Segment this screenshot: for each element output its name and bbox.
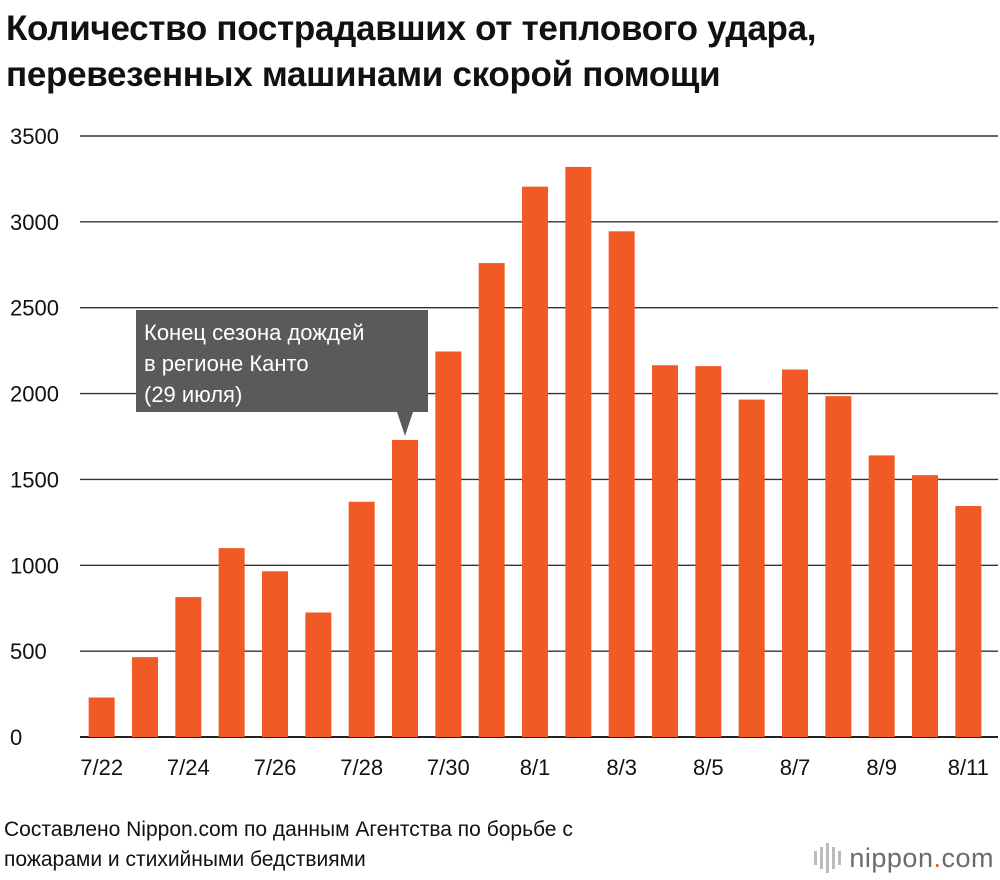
y-tick-label-2000: 2000 <box>10 382 59 407</box>
annotation-callout: Конец сезона дождей в регионе Канто (29 ию… <box>136 310 428 436</box>
bar-8/7 <box>782 369 808 737</box>
bar-8/5 <box>695 366 722 737</box>
x-tick-label-8/7: 8/7 <box>780 755 811 780</box>
chart-title-line-2: перевезенных машинами скорой помощи <box>6 55 721 94</box>
y-tick-label-1500: 1500 <box>10 467 59 492</box>
x-tick-label-7/28: 7/28 <box>340 755 383 780</box>
bar-7/25 <box>218 548 245 737</box>
annotation-line-1: Конец сезона дождей <box>144 320 364 345</box>
x-tick-label-7/26: 7/26 <box>254 755 297 780</box>
source-note: Составлено Nippon.com по данным Агентств… <box>4 815 764 875</box>
annotation-line-3: (29 июля) <box>144 382 242 407</box>
x-tick-label-7/22: 7/22 <box>80 755 123 780</box>
x-tick-label-8/9: 8/9 <box>866 755 897 780</box>
bar-series <box>88 166 982 738</box>
y-axis: 0 500 1000 1500 2000 2500 3000 3500 <box>10 124 59 750</box>
bar-7/26 <box>262 571 288 737</box>
y-tick-label-0: 0 <box>10 725 22 750</box>
bar-8/6 <box>738 399 765 737</box>
bar-7/23 <box>132 657 158 737</box>
x-tick-label-7/30: 7/30 <box>427 755 470 780</box>
bar-8/10 <box>912 475 938 737</box>
source-line-1: Составлено Nippon.com по данным Агентств… <box>4 818 573 841</box>
logo-bars-icon <box>814 843 842 873</box>
bar-8/1 <box>522 186 548 738</box>
chart-title: Количество пострадавших от теплового уда… <box>6 6 996 98</box>
annotation-line-2: в регионе Канто <box>144 351 309 376</box>
x-tick-label-8/5: 8/5 <box>693 755 724 780</box>
x-tick-label-8/11: 8/11 <box>948 755 989 780</box>
bar-7/24 <box>175 597 202 737</box>
x-tick-label-8/3: 8/3 <box>606 755 637 780</box>
y-tick-label-3000: 3000 <box>10 210 59 235</box>
bar-8/9 <box>868 455 895 737</box>
annotation-box <box>136 310 428 436</box>
bar-7/22 <box>88 697 115 737</box>
bar-7/31 <box>478 263 505 737</box>
bar-7/30 <box>435 351 462 737</box>
chart-title-line-1: Количество пострадавших от теплового уда… <box>6 9 817 48</box>
bar-8/2 <box>565 166 592 737</box>
bar-7/27 <box>305 612 332 737</box>
y-tick-label-1000: 1000 <box>10 553 59 578</box>
bar-8/3 <box>608 231 635 737</box>
x-tick-label-7/24: 7/24 <box>167 755 210 780</box>
bar-7/29 <box>392 439 418 737</box>
x-tick-label-8/1: 8/1 <box>520 755 551 780</box>
x-axis: 7/22 7/24 7/26 7/28 7/30 8/1 8/3 8/5 8/7 8/9 8/11 <box>80 755 989 780</box>
bar-8/4 <box>652 365 678 737</box>
y-tick-label-2500: 2500 <box>10 296 59 321</box>
y-tick-label-500: 500 <box>10 639 47 664</box>
y-tick-label-3500: 3500 <box>10 124 59 149</box>
bar-8/8 <box>825 396 852 737</box>
source-line-2: пожарами и стихийными бедствиями <box>4 848 366 871</box>
bar-8/11 <box>955 506 982 737</box>
nippon-logo: nippon.com <box>814 838 994 878</box>
bar-7/28 <box>348 501 375 737</box>
logo-text: nippon.com <box>849 842 994 873</box>
